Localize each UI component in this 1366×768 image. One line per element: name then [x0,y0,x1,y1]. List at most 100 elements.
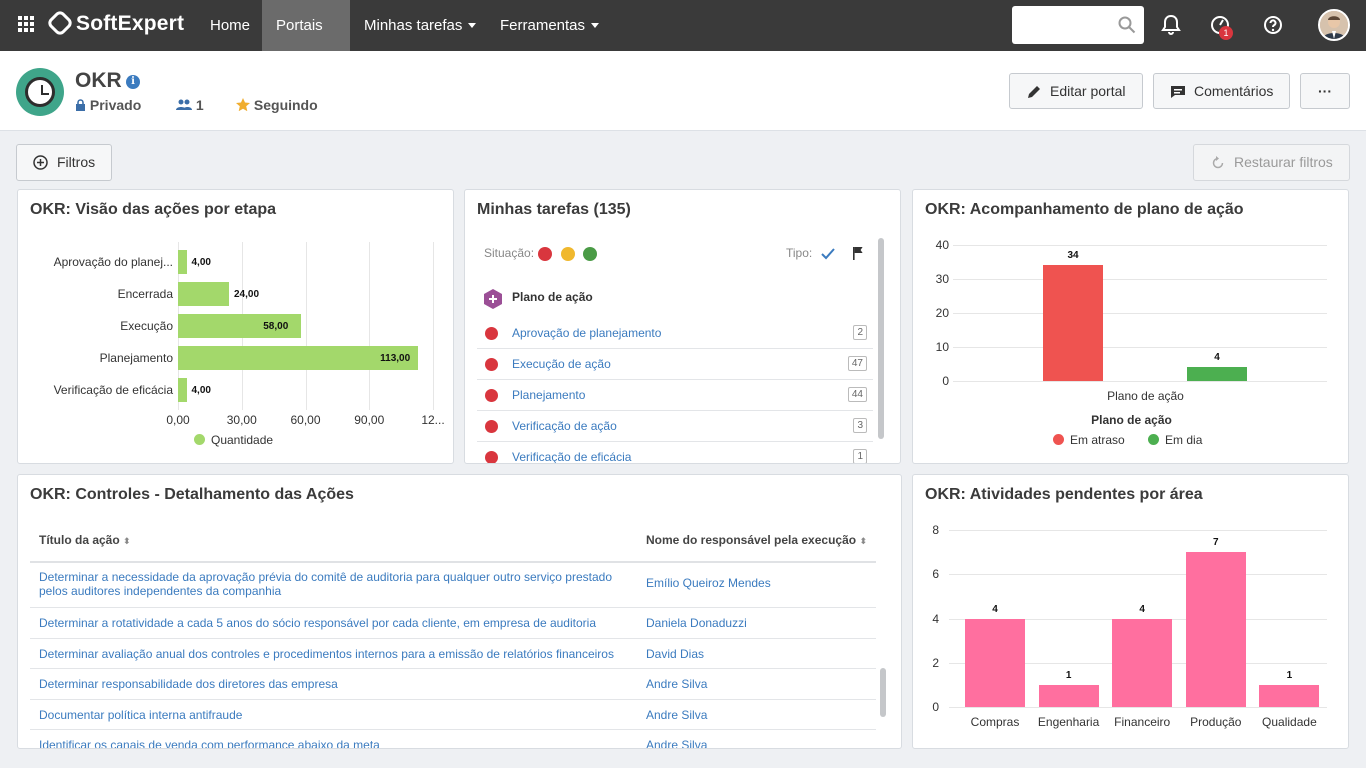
search-icon[interactable] [1118,16,1136,34]
x-tick-label: 30,00 [226,413,257,427]
table-row[interactable]: Determinar responsabilidade dos diretore… [30,669,876,700]
panel-title: OKR: Controles - Detalhamento das Ações [30,486,354,503]
panel-atividades-pendentes: OKR: Atividades pendentes por área 0 2 4 6 8… [912,474,1349,749]
column-header-titulo[interactable]: Título da ação ⬍ [39,533,131,547]
bar[interactable] [178,378,187,402]
grid-line [953,381,1327,382]
bar[interactable] [1038,684,1099,707]
panel-acompanhamento-plano: OKR: Acompanhamento de plano de ação 0 10… [912,189,1349,464]
comments-label: Comentários [1194,83,1274,99]
task-label[interactable]: Aprovação de planejamento [512,326,662,340]
edit-portal-button[interactable]: Editar portal [1009,73,1143,109]
top-navigation-bar: SoftExpert Home Portais Minhas tarefas F… [0,0,1366,79]
action-title-link[interactable]: Determinar avaliação anual dos controles… [39,647,614,661]
task-row[interactable]: Verificação de eficácia 1 [477,442,873,464]
responsible-name-link[interactable]: Daniela Donaduzzi [646,616,747,630]
y-category-label: Planejamento [99,351,173,365]
nav-home[interactable]: Home [196,0,264,51]
action-title-link[interactable]: Determinar a necessidade da aprovação pr… [39,570,613,598]
nav-minhas-tarefas-label: Minhas tarefas [364,17,463,34]
nav-ferramentas[interactable]: Ferramentas [486,0,613,51]
info-icon[interactable]: i [126,75,140,89]
help-icon[interactable] [1260,12,1286,38]
x-category-label: Financeiro [1114,715,1171,729]
task-label[interactable]: Execução de ação [512,357,611,371]
table-row[interactable]: Determinar a rotatividade a cada 5 anos … [30,608,876,639]
x-tick-label: 12... [421,413,445,427]
table-row[interactable]: Determinar avaliação anual dos controles… [30,639,876,669]
table-row[interactable]: Identificar os canais de venda com perfo… [30,730,876,749]
grid-line [369,242,371,410]
bar-em-dia[interactable] [1187,367,1247,381]
grid-line [949,574,1327,576]
column-header-responsavel[interactable]: Nome do responsável pela execução ⬍ [646,533,867,547]
brand-mark-icon [45,8,75,38]
filters-label: Filtros [57,154,96,170]
members-count[interactable]: 1 [176,97,204,113]
restore-filters-button[interactable]: Restaurar filtros [1193,144,1350,181]
y-tick-label: 4 [932,611,939,626]
panel-title: OKR: Atividades pendentes por área [925,486,1203,503]
task-row[interactable]: Planejamento 44 [477,380,873,411]
action-title-link[interactable]: Identificar os canais de venda com perfo… [39,738,380,749]
legend-label-em-atraso: Em atraso [1070,433,1125,447]
more-options-button[interactable]: ··· [1300,73,1350,109]
bar[interactable] [178,314,302,338]
bar[interactable] [178,346,419,370]
bar[interactable] [1185,552,1246,707]
brand-name: SoftExpert [76,12,185,35]
sort-icon[interactable]: ⬍ [123,536,131,546]
action-title-link[interactable]: Determinar a rotatividade a cada 5 anos … [39,616,596,630]
bar[interactable] [178,250,187,274]
task-row[interactable]: Verificação de ação 3 [477,411,873,442]
plus-circle-icon [33,155,48,170]
responsible-name-link[interactable]: Andre Silva [646,677,708,691]
nav-portais[interactable]: Portais [262,0,350,79]
brand-logo[interactable]: SoftExpert [45,8,185,38]
bell-icon[interactable] [1158,12,1184,38]
bar[interactable] [965,618,1025,707]
page-title: OKR [75,69,122,92]
responsible-name-link[interactable]: David Dias [646,647,705,661]
on-time-status-icon[interactable] [583,247,597,261]
responsible-name-link[interactable]: Andre Silva [646,708,708,722]
action-title-link[interactable]: Determinar responsabilidade dos diretore… [39,677,338,691]
restore-filters-label: Restaurar filtros [1234,154,1333,170]
sort-icon[interactable]: ⬍ [859,536,867,546]
x-category-label: Plano de ação [1107,389,1184,403]
bar[interactable] [1112,618,1173,707]
search-input[interactable] [1012,6,1144,44]
pencil-icon [1028,86,1040,98]
checkmark-icon[interactable] [821,248,835,260]
responsible-name-link[interactable]: Andre Silva [646,738,708,749]
table-row[interactable]: Determinar a necessidade da aprovação pr… [30,563,876,608]
task-label[interactable]: Verificação de ação [512,419,617,433]
comments-button[interactable]: Comentários [1153,73,1290,109]
late-status-icon[interactable] [538,247,552,261]
task-row[interactable]: Aprovação de planejamento 2 [477,318,873,349]
scrollbar[interactable] [880,668,886,717]
bar[interactable] [178,282,229,306]
nav-minhas-tarefas[interactable]: Minhas tarefas [350,0,490,51]
scrollbar[interactable] [878,238,884,439]
action-title-link[interactable]: Documentar política interna antifraude [39,708,243,722]
following-status[interactable]: Seguindo [236,97,318,113]
task-label[interactable]: Planejamento [512,388,586,402]
user-avatar[interactable] [1318,9,1350,41]
task-label[interactable]: Verificação de eficácia [512,450,632,464]
table-row[interactable]: Documentar política interna antifraude An… [30,700,876,730]
filters-button[interactable]: Filtros [16,144,112,181]
bar[interactable] [1259,684,1320,707]
y-category-label: Execução [120,319,173,333]
flag-icon[interactable] [852,246,864,260]
responsible-name-link[interactable]: Emílio Queiroz Mendes [646,576,771,590]
privacy-status: Privado [75,97,141,113]
x-tick-label: 0,00 [166,413,190,427]
data-label: 58,00 [263,321,289,332]
warning-status-icon[interactable] [561,247,575,261]
apps-grid-icon[interactable] [18,16,34,32]
chevron-down-icon [591,23,600,28]
bar-em-atraso[interactable] [1043,265,1103,381]
task-row[interactable]: Execução de ação 47 [477,349,873,380]
nav-home-label: Home [210,17,251,34]
